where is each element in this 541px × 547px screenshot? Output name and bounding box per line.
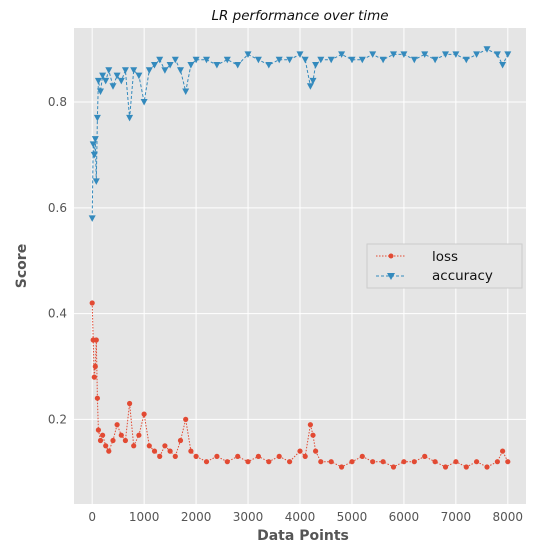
loss-point [131,443,136,448]
loss-point [136,433,141,438]
loss-point [157,454,162,459]
loss-point [391,464,396,469]
legend-accuracy-label: accuracy [432,268,493,284]
loss-point [349,459,354,464]
x-tick-label: 3000 [233,510,264,524]
loss-point [287,459,292,464]
y-tick-label: 0.2 [48,412,67,426]
x-tick-label: 4000 [285,510,316,524]
x-axis-label: Data Points [257,528,349,544]
loss-point [93,364,98,369]
loss-point [256,454,261,459]
x-tick-label: 6000 [389,510,420,524]
loss-point [147,443,152,448]
loss-point [123,438,128,443]
loss-point [162,443,167,448]
legend: loss accuracy [367,244,522,288]
y-tick-label: 0.6 [48,201,67,215]
loss-point [318,459,323,464]
loss-point [453,459,458,464]
loss-point [194,454,199,459]
loss-point [329,459,334,464]
loss-point [495,459,500,464]
loss-point [370,459,375,464]
loss-point [204,459,209,464]
loss-point [245,459,250,464]
loss-point [464,464,469,469]
loss-point [433,459,438,464]
loss-point [178,438,183,443]
y-axis-label: Score [14,244,30,288]
x-tick-label: 2000 [181,510,212,524]
loss-point [339,464,344,469]
loss-point [98,438,103,443]
loss-point [225,459,230,464]
loss-point [106,449,111,454]
loss-point [214,454,219,459]
loss-point [235,454,240,459]
loss-point [168,449,173,454]
loss-point [474,459,479,464]
y-tick-label: 0.8 [48,95,67,109]
loss-point [92,375,97,380]
chart-title: LR performance over time [211,8,388,24]
loss-point [183,417,188,422]
loss-point [142,412,147,417]
loss-point [422,454,427,459]
y-tick-label: 0.4 [48,307,67,321]
x-tick-label: 0 [88,510,96,524]
loss-point [100,433,105,438]
legend-loss-label: loss [432,249,458,265]
loss-point [96,427,101,432]
x-tick-label: 7000 [441,510,472,524]
loss-point [303,454,308,459]
legend-loss-marker [389,254,394,259]
loss-point [308,422,313,427]
loss-point [152,449,157,454]
loss-point [127,401,132,406]
x-tick-label: 5000 [337,510,368,524]
loss-point [401,459,406,464]
loss-point [266,459,271,464]
loss-point [484,464,489,469]
loss-point [443,464,448,469]
loss-point [500,449,505,454]
loss-point [173,454,178,459]
loss-point [119,433,124,438]
x-tick-label: 1000 [129,510,160,524]
loss-point [188,449,193,454]
loss-point [277,454,282,459]
loss-point [505,459,510,464]
loss-point [110,438,115,443]
loss-point [95,396,100,401]
loss-point [94,337,99,342]
loss-point [412,459,417,464]
loss-point [313,449,318,454]
loss-point [310,433,315,438]
loss-point [360,454,365,459]
loss-point [90,300,95,305]
loss-point [103,443,108,448]
loss-point [297,449,302,454]
x-tick-label: 8000 [493,510,524,524]
loss-point [115,422,120,427]
loss-point [381,459,386,464]
